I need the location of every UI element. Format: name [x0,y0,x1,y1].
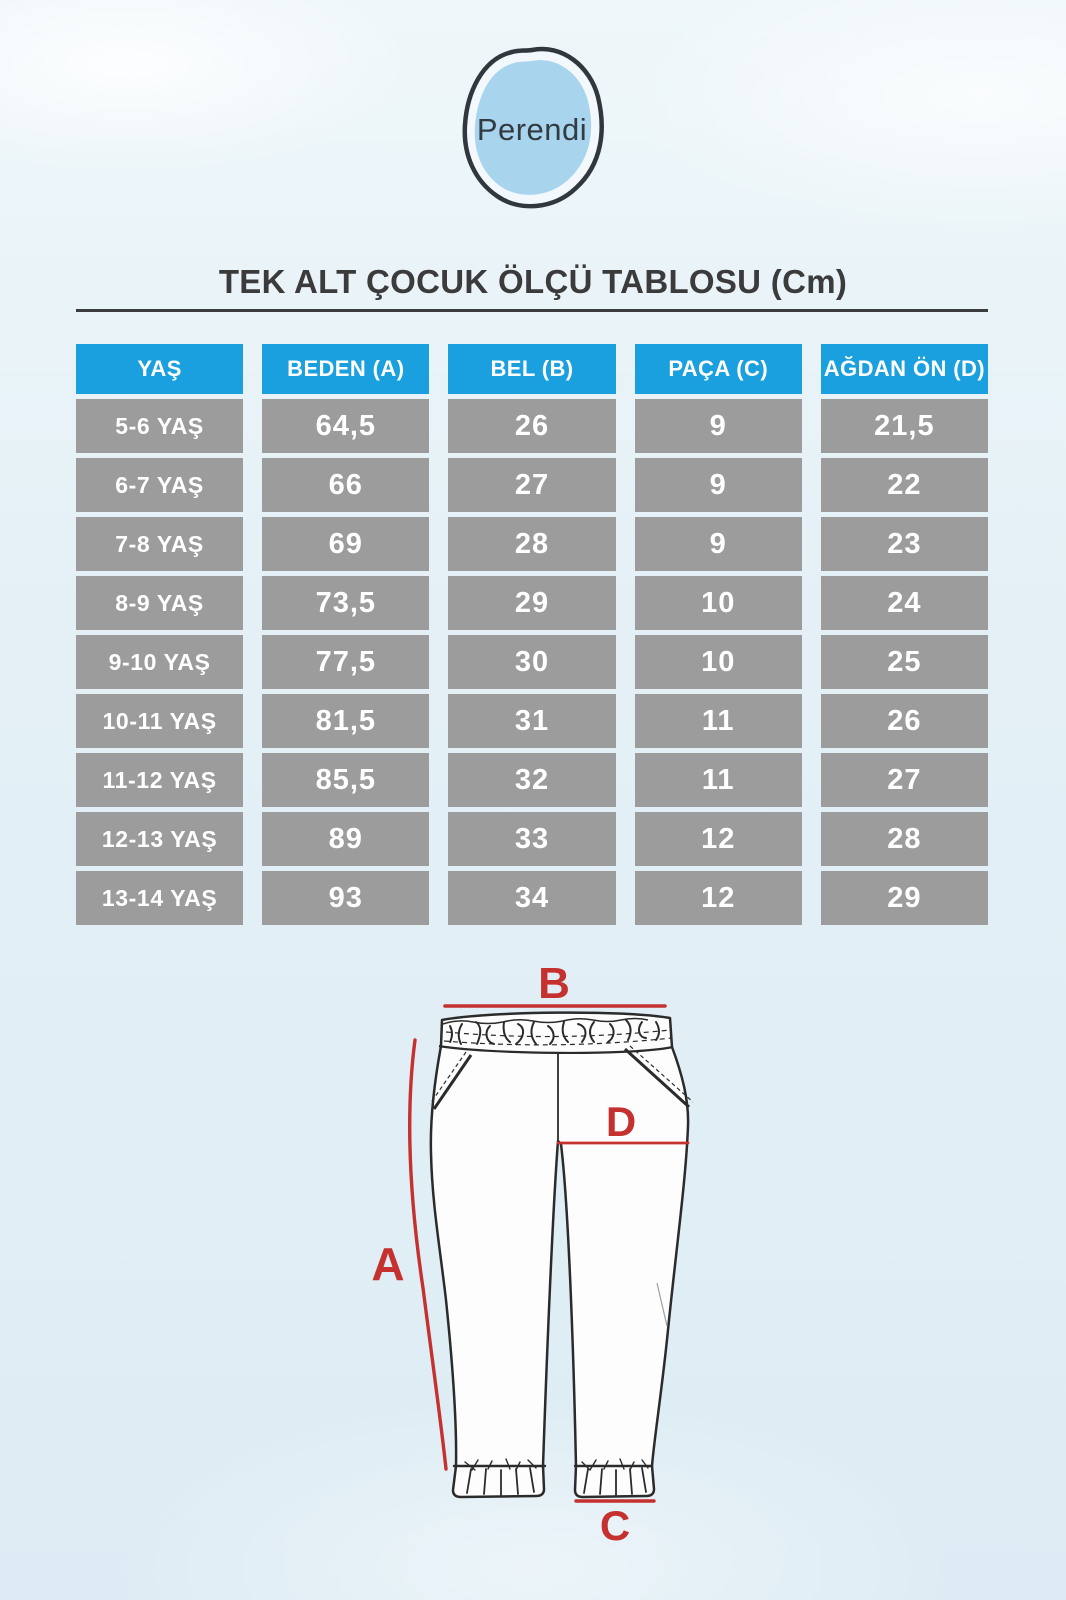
col-header-agdan-on: AĞDAN ÖN (D) [820,344,988,394]
cell-paca: 11 [634,753,802,807]
cell-age: 11-12 YAŞ [76,753,244,807]
pants-measurement-diagram: B A D C [371,959,694,1549]
cell-agdan-on: 24 [820,576,988,630]
waistband [438,1017,674,1055]
title-divider [76,309,988,312]
waistband-dash-line-2 [443,1037,673,1046]
cell-age: 9-10 YAŞ [76,635,244,689]
measure-label-c: C [600,1502,630,1549]
cell-paca: 9 [634,458,802,512]
col-header-paca: PAÇA (C) [634,344,802,394]
cell-beden: 89 [262,812,430,866]
measure-label-a: A [371,1238,404,1290]
cell-bel: 31 [448,694,616,748]
col-header-yas: YAŞ [76,344,244,394]
cell-age: 5-6 YAŞ [76,399,244,453]
cell-paca: 11 [634,694,802,748]
cell-bel: 26 [448,399,616,453]
waistband-bottom-edge [438,1044,674,1055]
cell-agdan-on: 25 [820,635,988,689]
cell-beden: 64,5 [262,399,430,453]
cell-agdan-on: 27 [820,753,988,807]
cuff-right [573,1458,654,1496]
cell-bel: 27 [448,458,616,512]
cell-paca: 10 [634,576,802,630]
pocket-right [623,1045,694,1109]
logo-blob-icon: Perendi [462,46,604,209]
waistband-dash-line-1 [445,1029,671,1038]
col-header-bel: BEL (B) [448,344,616,394]
col-header-beden: BEDEN (A) [262,344,430,394]
drawstring-scribbles [449,1019,660,1045]
page-title: TEK ALT ÇOCUK ÖLÇÜ TABLOSU (Cm) [218,263,848,300]
brand-logo: Perendi [457,44,607,209]
cell-beden: 81,5 [262,694,430,748]
cell-age: 13-14 YAŞ [76,871,244,925]
cell-bel: 28 [448,517,616,571]
pocket-left [429,1051,473,1110]
cell-bel: 34 [448,871,616,925]
cell-bel: 29 [448,576,616,630]
logo-blob [474,60,592,195]
measure-label-b: B [538,959,570,1008]
cell-agdan-on: 22 [820,458,988,512]
cell-age: 8-9 YAŞ [76,576,244,630]
cell-beden: 93 [262,871,430,925]
cell-agdan-on: 21,5 [820,399,988,453]
cell-paca: 12 [634,871,802,925]
cell-bel: 32 [448,753,616,807]
cell-agdan-on: 29 [820,871,988,925]
cell-age: 12-13 YAŞ [76,812,244,866]
cell-beden: 73,5 [262,576,430,630]
cell-beden: 77,5 [262,635,430,689]
cell-agdan-on: 23 [820,517,988,571]
cell-beden: 85,5 [262,753,430,807]
cell-paca: 9 [634,399,802,453]
cell-bel: 30 [448,635,616,689]
cell-beden: 69 [262,517,430,571]
cell-agdan-on: 26 [820,694,988,748]
measure-line-a [407,1038,448,1471]
cell-bel: 33 [448,812,616,866]
cell-age: 6-7 YAŞ [76,458,244,512]
cuff-left [452,1458,547,1496]
size-table: YAŞ BEDEN (A) BEL (B) PAÇA (C) AĞDAN ÖN … [76,344,988,925]
cell-paca: 10 [634,635,802,689]
pants-outline [429,1011,690,1499]
cell-paca: 12 [634,812,802,866]
cell-beden: 66 [262,458,430,512]
cell-age: 10-11 YAŞ [76,694,244,748]
cell-age: 7-8 YAŞ [76,517,244,571]
cell-paca: 9 [634,517,802,571]
cell-agdan-on: 28 [820,812,988,866]
logo-text: Perendi [477,112,587,147]
fold-line [656,1282,668,1327]
measure-label-d: D [606,1098,636,1145]
